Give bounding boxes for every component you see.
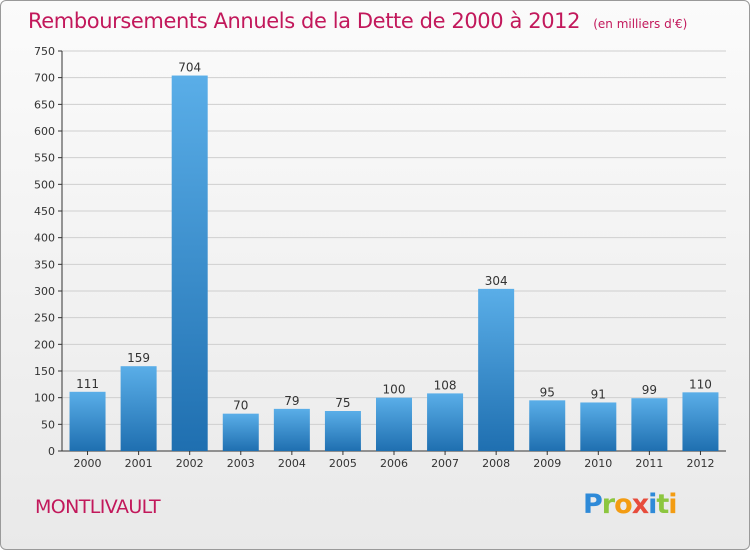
bar: [222, 413, 259, 451]
y-tick-label: 250: [34, 312, 55, 325]
bar-value-label: 95: [540, 385, 555, 399]
bar-value-label: 108: [434, 378, 457, 392]
bar-value-label: 704: [178, 61, 201, 75]
y-tick-label: 450: [34, 205, 55, 218]
logo-letter: i: [668, 489, 677, 520]
y-tick-label: 0: [48, 445, 55, 458]
bar: [324, 411, 361, 451]
bar: [580, 402, 617, 451]
logo-letter: i: [648, 489, 657, 520]
bar: [631, 398, 668, 451]
title-row: Remboursements Annuels de la Dette de 20…: [28, 9, 687, 33]
y-tick-label: 300: [34, 285, 55, 298]
y-tick-label: 100: [34, 392, 55, 405]
y-tick-label: 550: [34, 152, 55, 165]
x-tick-label: 2007: [431, 457, 459, 470]
bar: [427, 393, 464, 451]
bar: [529, 400, 566, 451]
x-tick-label: 2011: [635, 457, 663, 470]
logo-letter: o: [614, 489, 633, 520]
y-tick-label: 750: [34, 45, 55, 58]
x-tick-label: 2002: [176, 457, 204, 470]
x-tick-label: 2005: [329, 457, 357, 470]
bar-value-label: 70: [233, 399, 248, 413]
x-tick-label: 2003: [227, 457, 255, 470]
logo-letter: t: [656, 489, 669, 520]
y-tick-label: 400: [34, 232, 55, 245]
bar: [682, 392, 719, 451]
y-tick-label: 350: [34, 258, 55, 271]
bar: [478, 288, 515, 451]
x-tick-label: 2008: [482, 457, 510, 470]
y-tick-label: 50: [41, 418, 55, 431]
logo-letter: x: [631, 489, 649, 520]
logo-letter: r: [601, 489, 615, 520]
bar-value-label: 159: [127, 351, 150, 365]
bar-value-label: 99: [642, 383, 657, 397]
bar-value-label: 100: [383, 383, 406, 397]
x-tick-label: 2012: [686, 457, 714, 470]
bar: [273, 408, 310, 451]
bar-value-label: 304: [485, 274, 508, 288]
y-tick-label: 700: [34, 72, 55, 85]
x-tick-label: 2004: [278, 457, 306, 470]
commune-name: MONTLIVAULT: [35, 496, 161, 518]
bar: [171, 75, 208, 452]
y-tick-label: 600: [34, 125, 55, 138]
bar-value-label: 111: [76, 377, 99, 391]
bar-value-label: 91: [591, 387, 606, 401]
proxiti-logo: Proxiti: [583, 489, 678, 520]
y-tick-label: 650: [34, 98, 55, 111]
bar-value-label: 110: [689, 377, 712, 391]
y-tick-label: 200: [34, 338, 55, 351]
logo-letter: P: [583, 489, 603, 520]
bar: [120, 366, 157, 451]
y-tick-label: 150: [34, 365, 55, 378]
bar: [69, 391, 106, 451]
chart-title: Remboursements Annuels de la Dette de 20…: [28, 9, 581, 33]
y-tick-label: 500: [34, 178, 55, 191]
unit-label: (en milliers d'€): [593, 17, 688, 31]
bar: [376, 397, 412, 451]
x-tick-label: 2009: [533, 457, 561, 470]
x-tick-label: 2010: [584, 457, 612, 470]
bar-value-label: 75: [335, 396, 350, 410]
x-tick-label: 2000: [74, 457, 102, 470]
x-tick-label: 2001: [125, 457, 153, 470]
x-tick-label: 2006: [380, 457, 408, 470]
bar-value-label: 79: [284, 394, 299, 408]
